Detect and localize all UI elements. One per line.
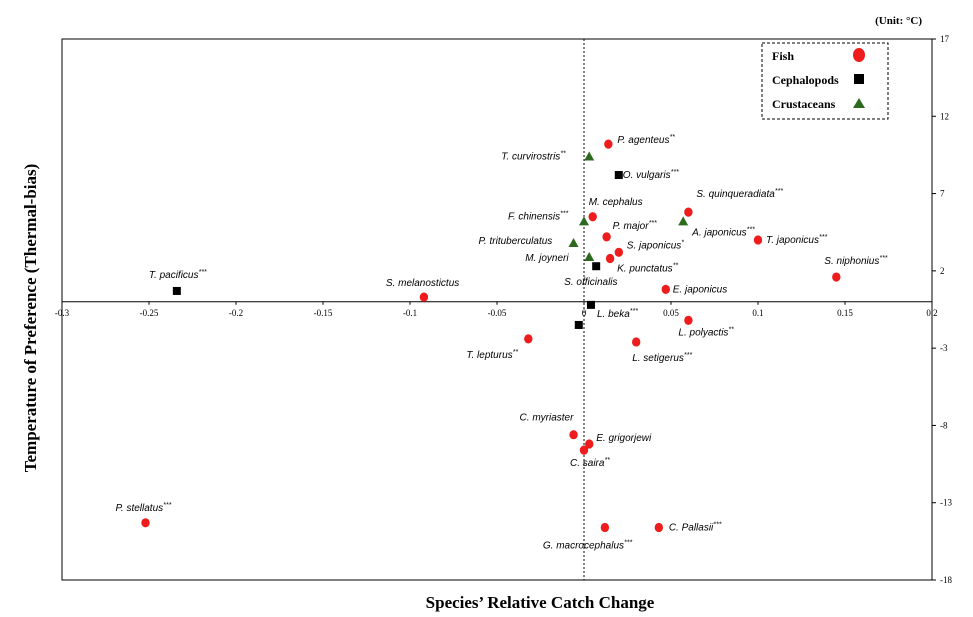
legend-label-fish: Fish: [772, 49, 794, 63]
x-axis-ticks: -0.3 -0.25 -0.2 -0.15 -0.1 -0.05 0 0.05 0.1 0.15 0…: [55, 301, 938, 318]
fish-point-label: S. niphonius***: [824, 255, 887, 267]
crustacean-point-label: A. japonicus***: [691, 226, 755, 238]
x-tick-label: 0.2: [926, 308, 937, 318]
crustacean-point-label: P. trituberculatus: [479, 236, 553, 247]
fish-point-label: T. lepturus**: [466, 349, 518, 361]
fish-point: [141, 518, 150, 528]
unit-note: (Unit: °C): [875, 15, 922, 27]
fish-point-label: T. japonicus***: [766, 234, 827, 246]
fish-point-label: S. melanostictus: [386, 278, 459, 289]
fish-point: [614, 247, 623, 257]
fish-point: [585, 439, 594, 449]
x-tick-label: -0.05: [488, 308, 507, 318]
legend-label-cephalopods: Cephalopods: [772, 73, 839, 87]
fish-point: [569, 430, 578, 440]
fish-point: [684, 207, 693, 217]
fish-point: [605, 253, 615, 264]
legend-box: [761, 42, 889, 120]
fish-point: [602, 232, 611, 242]
y-axis-ticks: 17 12 7 2 -3 -8 -13 -18: [932, 34, 952, 585]
fish-point-label: M. cephalus: [589, 197, 643, 208]
x-tick-label: -0.3: [55, 308, 70, 318]
fish-point: [579, 445, 589, 455]
x-tick-label: 0.05: [663, 308, 679, 318]
x-tick-label: 0: [582, 308, 587, 318]
fish-point-label: C. Pallasii***: [669, 521, 722, 533]
fish-point: [654, 522, 664, 533]
fish-point: [753, 235, 763, 245]
x-tick-label: -0.15: [314, 308, 333, 318]
y-tick-label: -3: [940, 343, 948, 353]
fish-point: [604, 139, 613, 149]
y-tick-label: 2: [940, 266, 945, 276]
cephalopod-point-label: S. officinalis: [564, 277, 617, 288]
fish-point-label: P. major***: [613, 220, 657, 232]
fish-point: [661, 284, 670, 295]
x-tick-label: 0.15: [837, 308, 853, 318]
fish-point-label: L. setigerus***: [632, 352, 692, 364]
fish-point: [600, 522, 610, 533]
cephalopod-point: [586, 300, 595, 309]
cephalopod-point: [614, 171, 623, 180]
cephalopod-point-label: O. vulgaris***: [623, 169, 679, 181]
fish-point: [588, 212, 597, 222]
crustacean-point: [584, 251, 595, 261]
fish-point-label: K. punctatus**: [617, 262, 678, 274]
fish-point-label: P. stellatus***: [116, 502, 172, 514]
crustacean-point: [568, 238, 579, 248]
crustacean-point-label: F. chinensis***: [508, 210, 569, 222]
y-tick-label: 7: [940, 189, 945, 199]
crustacean-point: [584, 151, 595, 161]
fish-point: [684, 315, 693, 325]
cephalopod-point: [574, 320, 583, 329]
x-tick-label: -0.25: [140, 308, 159, 318]
fish-point-label: S. japonicus*: [627, 239, 684, 251]
x-tick-label: -0.1: [403, 308, 417, 318]
x-tick-label: 0.1: [752, 308, 763, 318]
data-points: [141, 139, 841, 533]
cephalopod-point-label: L. beka***: [597, 308, 638, 320]
cephalopod-point: [172, 286, 181, 295]
y-axis-title: Temperature of Preference (Thermal-bias): [21, 164, 40, 473]
crustacean-point: [579, 216, 589, 226]
fish-point-label: E. japonicus: [673, 284, 727, 295]
fish-point-label: C. myriaster: [520, 413, 575, 424]
point-labels: P. agenteus** S. quinqueradiata*** M. ceph…: [116, 134, 888, 551]
x-tick-label: -0.2: [229, 308, 243, 318]
fish-point: [524, 334, 533, 344]
fish-point-label: L. polyactis**: [678, 326, 734, 338]
crustacean-point-label: T. curvirostris**: [501, 150, 566, 162]
fish-point-label: G. macrocephalus***: [543, 539, 633, 551]
y-tick-label: -13: [940, 498, 952, 508]
fish-point-label: C. saira**: [570, 457, 610, 469]
crustacean-point: [678, 216, 689, 226]
fish-point: [632, 337, 641, 347]
legend-label-crustaceans: Crustaceans: [772, 97, 836, 111]
fish-point-label: E. grigorjewi: [596, 433, 652, 444]
x-axis-title: Species’ Relative Catch Change: [426, 593, 655, 612]
legend-cephalopods-marker: [854, 74, 864, 84]
y-tick-label: 12: [940, 111, 949, 121]
legend: Fish Cephalopods Crustaceans: [761, 42, 889, 120]
y-tick-label: 17: [940, 34, 950, 44]
crustacean-point-label: M. joyneri: [525, 253, 569, 264]
fish-point: [832, 272, 841, 282]
legend-crustaceans-marker: [853, 98, 865, 108]
plot-area-frame: [61, 38, 933, 581]
cephalopod-point-label: T. pacificus***: [149, 269, 207, 281]
cephalopod-point: [592, 262, 601, 271]
legend-fish-marker: [853, 48, 865, 62]
y-tick-label: -18: [940, 575, 952, 585]
fish-point: [419, 292, 429, 302]
fish-point-label: P. agenteus**: [617, 134, 675, 146]
y-tick-label: -8: [940, 420, 948, 430]
fish-point-label: S. quinqueradiata***: [696, 188, 783, 200]
